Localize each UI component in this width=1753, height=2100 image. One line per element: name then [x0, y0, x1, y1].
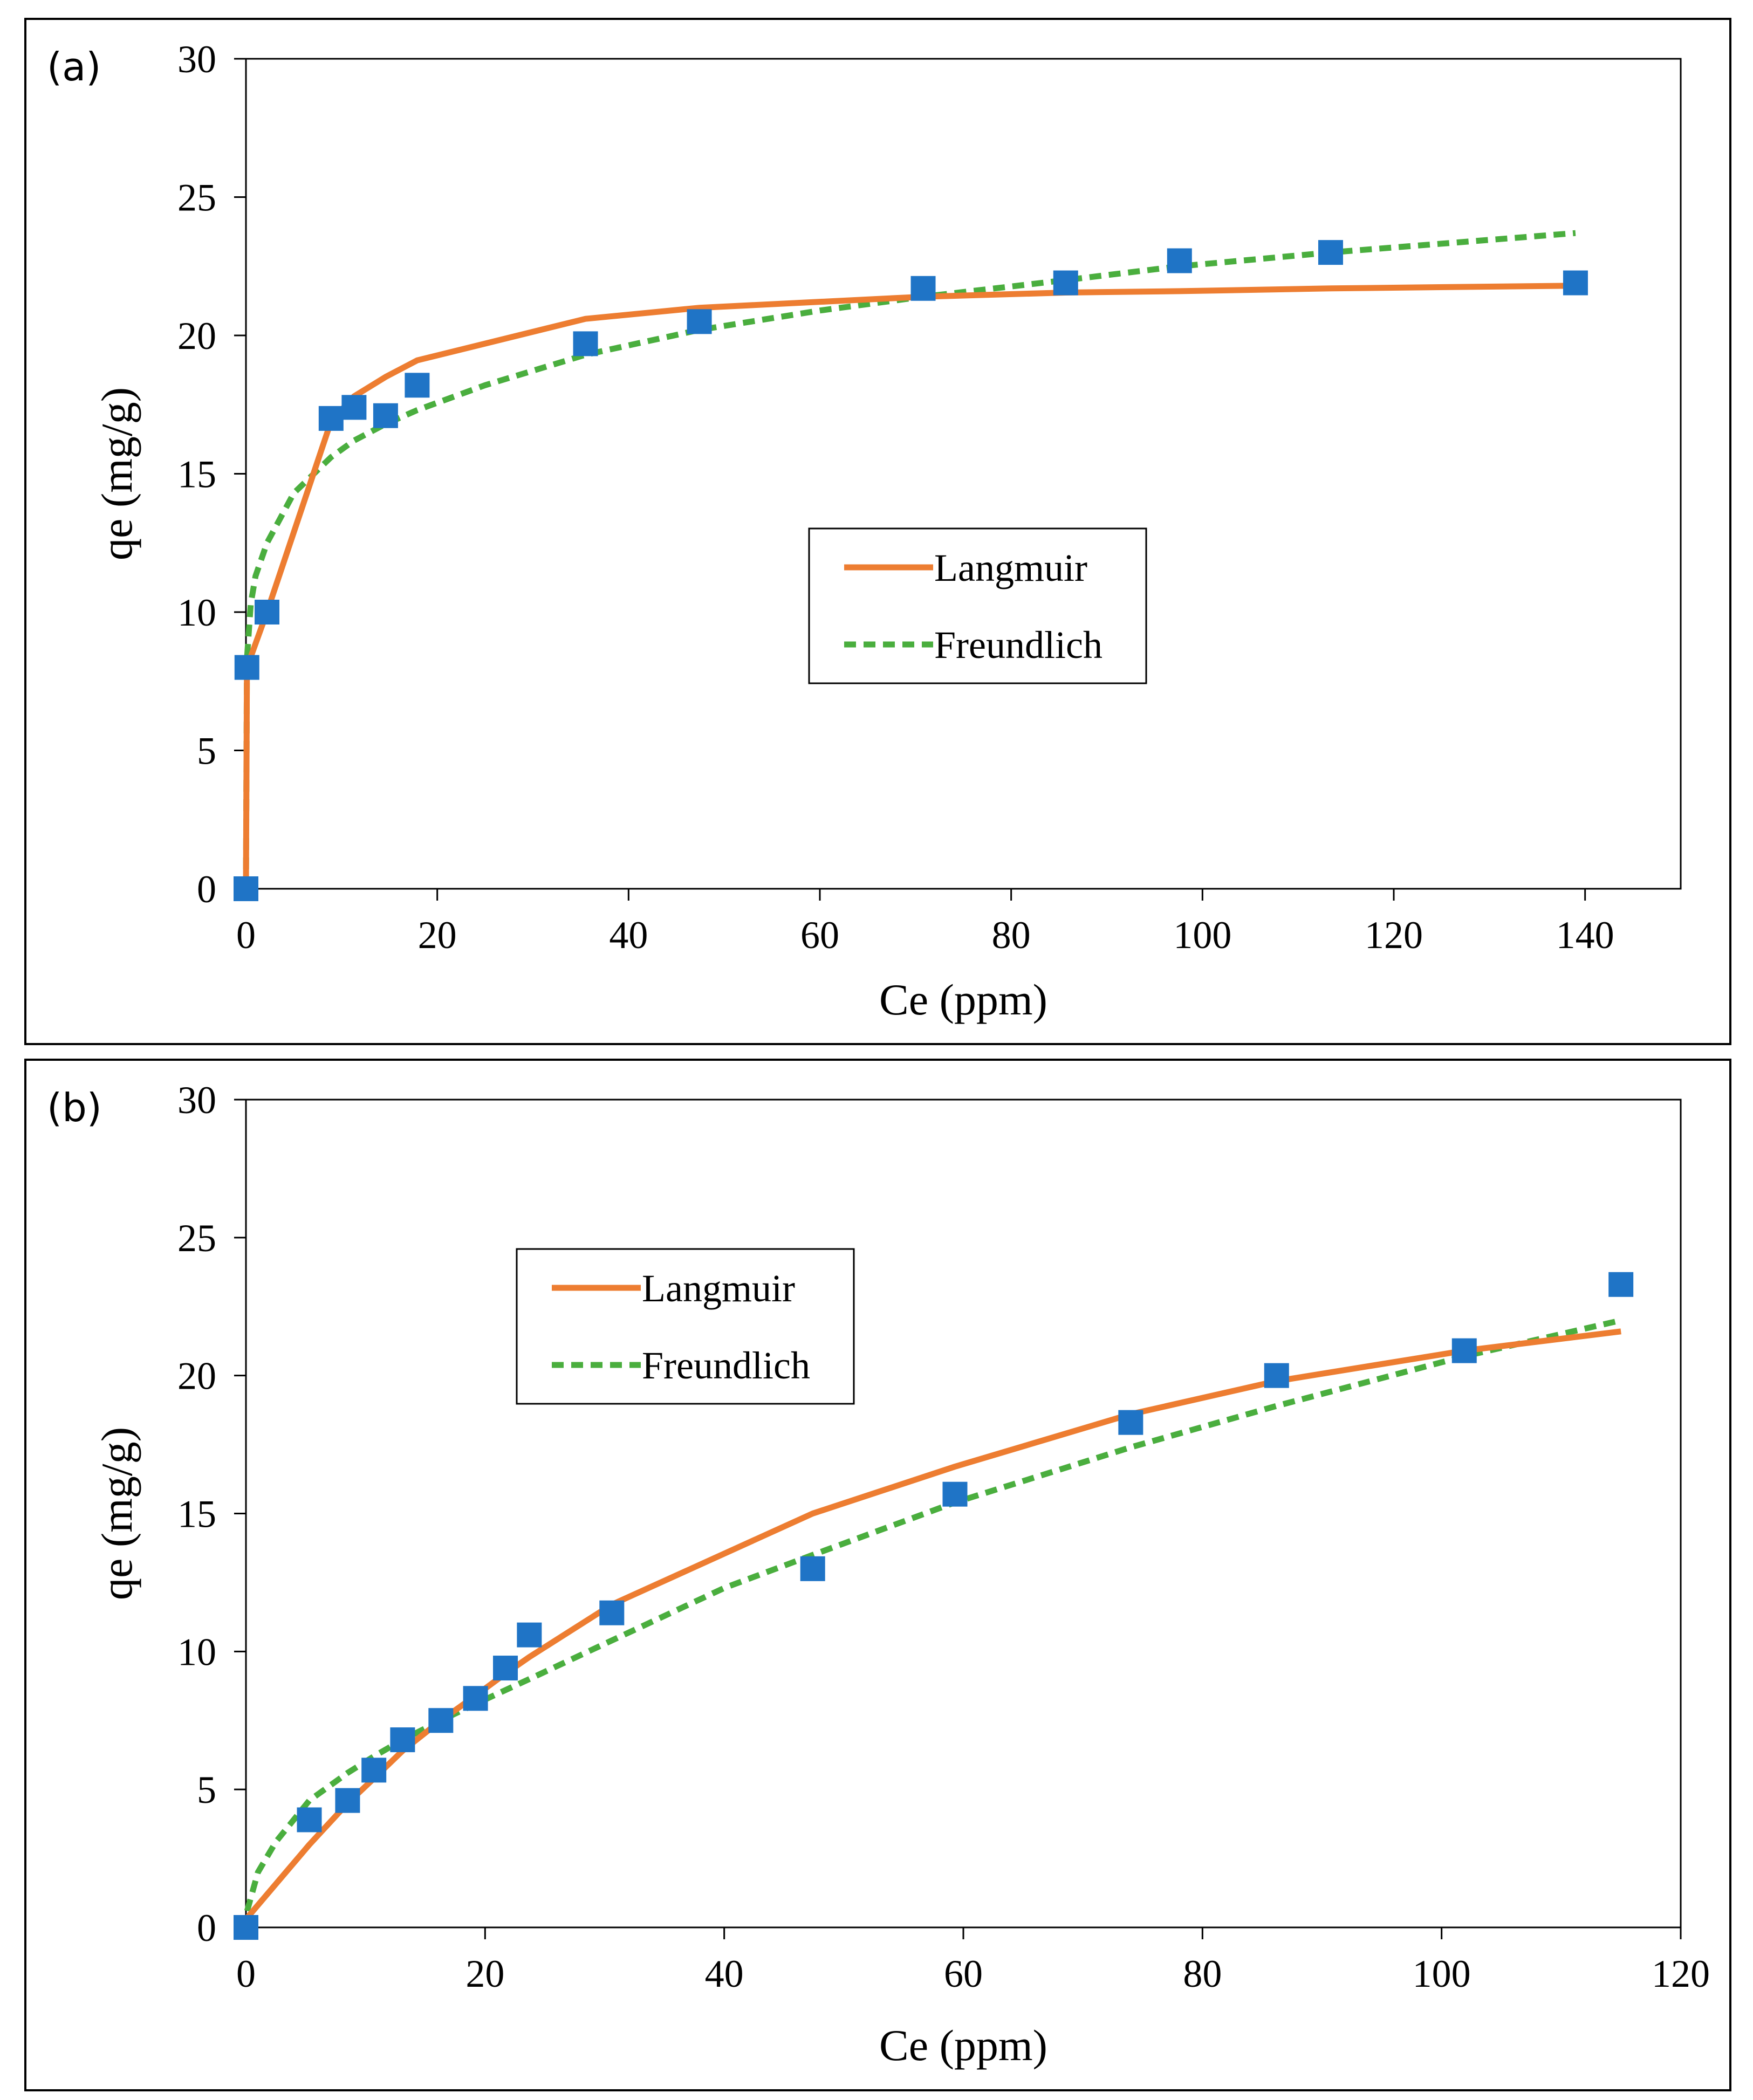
- panel-label-a: (a): [47, 44, 101, 90]
- data-point-marker: [341, 395, 367, 420]
- y-tick-label: 20: [177, 314, 216, 358]
- data-point-marker: [1167, 248, 1192, 273]
- panel-label-b: (b): [47, 1085, 102, 1130]
- data-point-marker: [1053, 270, 1078, 296]
- data-point-marker: [1318, 240, 1343, 265]
- x-tick-label: 0: [236, 914, 256, 957]
- data-point-marker: [942, 1481, 968, 1507]
- data-point-marker: [234, 1915, 258, 1940]
- data-point-marker: [573, 331, 598, 356]
- x-tick-label: 40: [705, 1952, 744, 1995]
- data-point-marker: [255, 600, 280, 624]
- langmuir-curve: [243, 1328, 1621, 1921]
- x-tick-label: 60: [944, 1952, 983, 1995]
- chart-panel-a: (a) 0 5 10 15 20 25 30 0 20 40 60 80 100 120 140 Ce (pp…: [24, 18, 1731, 1045]
- y-tick-label: 15: [177, 453, 216, 496]
- x-tick-label: 0: [236, 1952, 256, 1995]
- data-point-marker: [910, 276, 936, 301]
- y-tick-label: 5: [197, 1768, 216, 1811]
- y-tick-label: 30: [177, 38, 216, 81]
- data-point-marker: [687, 309, 712, 334]
- data-point-marker: [599, 1600, 625, 1625]
- legend: Langmuir Freundlich: [516, 1248, 855, 1405]
- x-tick-label: 60: [800, 914, 839, 957]
- data-point-marker: [234, 876, 258, 901]
- data-point-marker: [1118, 1410, 1143, 1435]
- y-tick-label: 10: [177, 591, 216, 634]
- chart-panel-b: (b) 0 5 10 15 20 25 30 0 20 40 60 80 100 120 Ce (ppm) q…: [24, 1059, 1731, 2091]
- data-point-marker: [493, 1656, 518, 1681]
- legend: Langmuir Freundlich: [808, 527, 1147, 684]
- data-point-marker: [234, 655, 259, 680]
- data-point-marker: [1451, 1338, 1477, 1363]
- x-tick-label: 20: [465, 1952, 504, 1995]
- x-tick-label: 80: [992, 914, 1031, 957]
- y-tick-label: 15: [177, 1493, 216, 1536]
- freundlich-curve: [244, 1317, 1622, 1912]
- chart-b: 0 5 10 15 20 25 30 0 20 40 60 80 100 120 Ce (ppm) qe (m…: [92, 1079, 1710, 2070]
- x-axis-label: Ce (ppm): [879, 2021, 1047, 2070]
- data-point-marker: [1563, 270, 1588, 296]
- legend-label-freundlich: Freundlich: [642, 1344, 810, 1387]
- x-tick-label: 120: [1365, 914, 1423, 957]
- y-tick-label: 25: [177, 1217, 216, 1260]
- data-point-marker: [463, 1686, 488, 1711]
- data-point-marker: [428, 1708, 454, 1733]
- legend-box: [808, 527, 1147, 684]
- x-axis-label: Ce (ppm): [879, 975, 1047, 1024]
- data-point-marker: [1608, 1272, 1634, 1297]
- y-tick-label: 10: [177, 1630, 216, 1673]
- data-point-marker: [405, 373, 430, 398]
- x-tick-label: 140: [1556, 914, 1614, 957]
- data-point-marker: [361, 1758, 387, 1783]
- plot-area-frame: [245, 1099, 1682, 1929]
- langmuir-curve: [243, 283, 1576, 889]
- y-tick-label: 30: [177, 1079, 216, 1122]
- data-point-marker: [297, 1807, 322, 1833]
- y-tick-label: 0: [197, 1906, 216, 1950]
- data-point-marker: [373, 403, 398, 428]
- x-tick-label: 20: [418, 914, 457, 957]
- data-point-marker: [1264, 1363, 1289, 1388]
- y-tick-label: 25: [177, 176, 216, 219]
- y-axis-label: qe (mg/g): [92, 1427, 141, 1600]
- chart-a: 0 5 10 15 20 25 30 0 20 40 60 80 100 120 140 Ce (ppm) qe…: [92, 38, 1682, 1024]
- legend-label-langmuir: Langmuir: [642, 1267, 795, 1310]
- legend-label-freundlich: Freundlich: [934, 623, 1103, 667]
- data-point-marker: [318, 406, 344, 431]
- y-tick-label: 5: [197, 730, 216, 773]
- data-point-marker: [800, 1556, 825, 1581]
- data-point-marker: [335, 1788, 360, 1813]
- x-tick-label: 100: [1173, 914, 1231, 957]
- x-tick-label: 40: [609, 914, 648, 957]
- data-point-marker: [390, 1727, 415, 1753]
- legend-box: [516, 1248, 855, 1405]
- x-tick-label: 120: [1652, 1952, 1710, 1995]
- y-tick-label: 0: [197, 868, 216, 911]
- freundlich-curve: [243, 230, 1576, 889]
- data-point-marker: [517, 1622, 542, 1648]
- legend-label-langmuir: Langmuir: [934, 546, 1087, 589]
- x-tick-label: 100: [1413, 1952, 1471, 1995]
- y-axis-label: qe (mg/g): [92, 387, 141, 560]
- y-tick-label: 20: [177, 1355, 216, 1398]
- x-tick-label: 80: [1183, 1952, 1222, 1995]
- plot-area-frame: [245, 58, 1682, 890]
